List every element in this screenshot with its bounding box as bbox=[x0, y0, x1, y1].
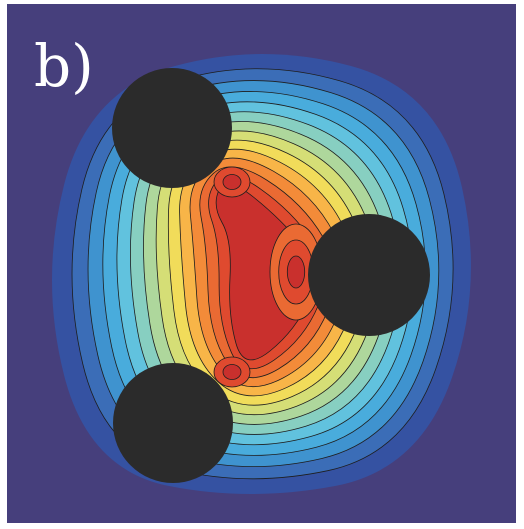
hotspot-bottom-ring-2 bbox=[223, 365, 241, 380]
hotspot-top-ring-2 bbox=[223, 175, 241, 190]
hotspot-right-ring-3 bbox=[287, 256, 304, 288]
disc-right bbox=[308, 214, 430, 336]
disc-top-left bbox=[112, 68, 232, 188]
panel-label: b) bbox=[34, 32, 94, 100]
disc-bottom-left bbox=[113, 363, 233, 483]
